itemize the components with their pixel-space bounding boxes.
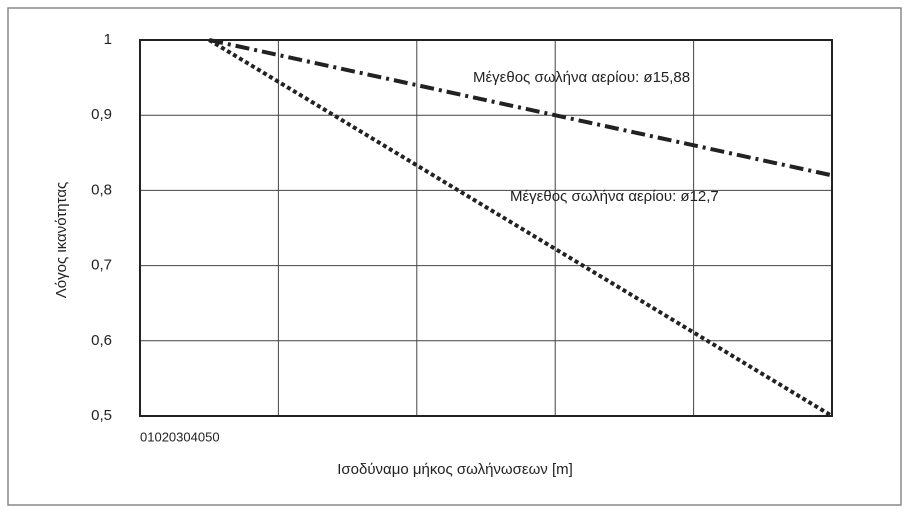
series-line [208, 38, 834, 418]
x-tick-label: 0 [140, 429, 147, 444]
x-tick-label: 50 [205, 429, 219, 444]
series-label: Μέγεθος σωλήνα αερίου: ø12,7 [510, 188, 719, 205]
y-tick-label: 0,7 [91, 257, 112, 274]
y-axis-label: Λόγος ικανότητας [53, 182, 70, 298]
x-tick-label: 40 [191, 429, 205, 444]
x-tick-label: 20 [162, 429, 176, 444]
plot-frame [139, 39, 833, 417]
y-tick-label: 0,8 [91, 181, 112, 198]
series-line [208, 38, 833, 178]
series-label: Μέγεθος σωλήνα αερίου: ø15,88 [473, 69, 690, 86]
x-axis-label: Ισοδύναμο μήκος σωλήνωσεων [m] [337, 461, 573, 478]
y-tick-label: 0,9 [91, 106, 112, 123]
y-tick-label: 0,6 [91, 332, 112, 349]
y-tick-label: 0,5 [91, 407, 112, 424]
x-tick-label: 10 [147, 429, 161, 444]
y-tick-label: 1 [104, 31, 112, 48]
x-tick-label: 30 [176, 429, 190, 444]
chart-frame [7, 7, 902, 506]
